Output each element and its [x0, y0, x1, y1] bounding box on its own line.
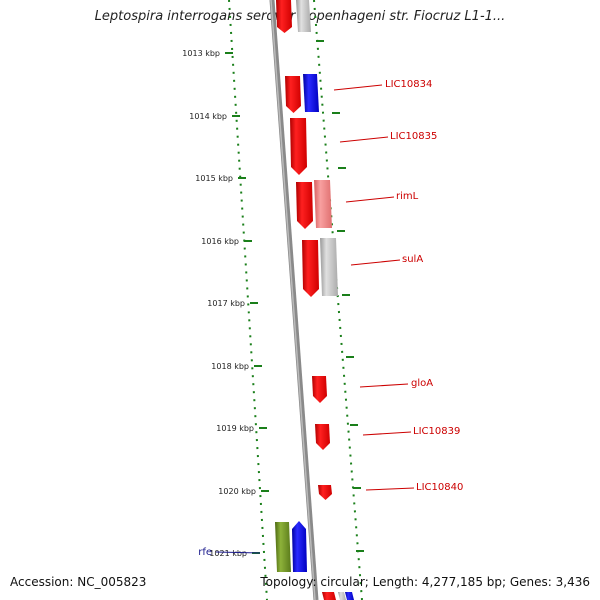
gene-block[interactable] — [320, 238, 338, 296]
tick-label: 1021 kbp — [209, 549, 247, 558]
tick-label: 1014 kbp — [189, 112, 227, 121]
gene-block[interactable] — [275, 522, 291, 572]
gene-leader-line — [362, 431, 412, 436]
gene-label-sula[interactable]: sulA — [402, 254, 423, 265]
gene-block[interactable] — [345, 592, 354, 600]
accession-text: Accession: NC_005823 — [10, 575, 147, 589]
label-layer: LIC10834 LIC10835 rimL sulA gloA LIC10839 LIC1… — [198, 79, 463, 558]
gene-layer — [275, 0, 354, 600]
gene-block[interactable] — [322, 592, 336, 600]
gene-label-lic10835[interactable]: LIC10835 — [390, 131, 437, 142]
tick-label: 1019 kbp — [216, 424, 254, 433]
gene-leader-line — [350, 259, 401, 266]
gene-label-gloa[interactable]: gloA — [411, 378, 433, 389]
tick-label: 1017 kbp — [207, 299, 245, 308]
gene-arrow[interactable] — [290, 118, 307, 175]
genome-backbone — [269, 0, 319, 600]
gene-leader-line — [333, 84, 383, 91]
gene-leader-line — [215, 551, 261, 554]
genome-backbone-highlight — [270, 0, 316, 600]
gene-arrow[interactable] — [296, 182, 313, 229]
tick-label: 1016 kbp — [201, 237, 239, 246]
gene-arrow[interactable] — [302, 240, 319, 297]
tick-label: 1015 kbp — [195, 174, 233, 183]
tick-label: 1020 kbp — [218, 487, 256, 496]
tick-layer: 1013 kbp 1014 kbp 1015 kbp 1016 kbp 1017 kbp… — [182, 40, 364, 558]
gene-label-rfe[interactable]: rfe — [198, 547, 212, 558]
tick-label: 1018 kbp — [211, 362, 249, 371]
gene-label-lic10839[interactable]: LIC10839 — [413, 426, 460, 437]
gene-block[interactable] — [314, 180, 332, 228]
gene-block[interactable] — [303, 74, 319, 112]
tick-label: 1013 kbp — [182, 49, 220, 58]
gene-block[interactable] — [296, 0, 311, 32]
gene-label-riml[interactable]: rimL — [396, 191, 419, 202]
gene-arrow[interactable] — [285, 76, 301, 113]
gene-leader-line — [339, 136, 389, 143]
gene-arrow[interactable] — [318, 485, 332, 500]
gene-leader-line — [365, 487, 415, 491]
gene-arrow[interactable] — [312, 376, 327, 403]
gene-label-lic10840[interactable]: LIC10840 — [416, 482, 463, 493]
gene-arrow[interactable] — [292, 521, 307, 572]
gene-arrow[interactable] — [276, 0, 292, 33]
gene-arrow[interactable] — [315, 424, 330, 450]
gene-leader-line — [359, 383, 409, 388]
gene-leader-line — [345, 196, 395, 203]
topology-summary: Topology: circular; Length: 4,277,185 bp… — [260, 575, 590, 589]
gene-block[interactable] — [338, 592, 346, 600]
gene-label-lic10834[interactable]: LIC10834 — [385, 79, 432, 90]
